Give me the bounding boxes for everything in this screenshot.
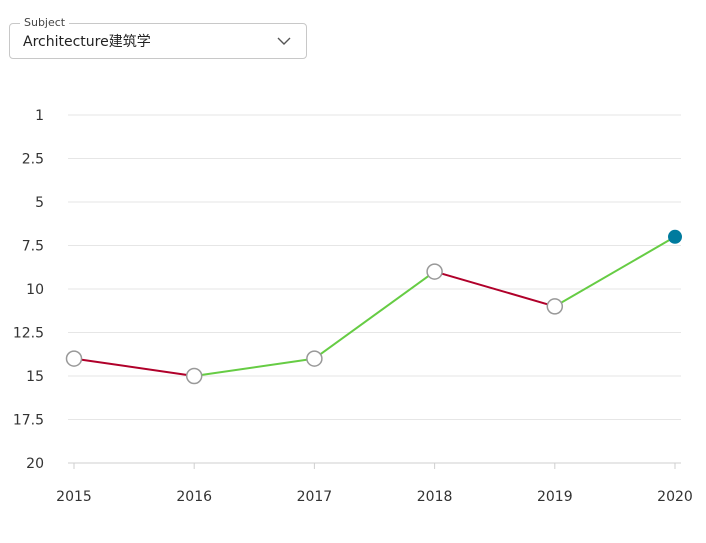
data-point [306,350,323,367]
chevron-down-icon [277,37,291,45]
y-tick-label: 2.5 [22,152,44,168]
data-point [65,350,83,367]
x-tick-label: 2020 [657,489,693,505]
series-line-segment [313,270,436,360]
y-tick-label: 17.5 [13,413,44,429]
x-tick-label: 2015 [56,489,92,505]
y-tick-label: 7.5 [22,239,44,255]
y-tick-label: 15 [26,369,44,385]
series-line-segment [194,357,315,377]
y-tick-label: 10 [26,282,44,298]
data-point [546,298,564,315]
subject-value: Architecture建筑学 [23,34,151,50]
y-tick-label: 5 [35,195,44,211]
x-tick-label: 2018 [417,489,453,505]
data-point-current [668,229,682,244]
x-tick-label: 2016 [176,489,212,505]
data-point [185,367,203,385]
y-tick-label: 12.5 [13,326,44,342]
subject-dropdown[interactable]: Subject Architecture建筑学 [9,16,307,59]
series-line-segment [73,357,195,377]
y-tick-label: 1 [35,108,44,124]
subject-label: Subject [20,16,70,30]
y-tick-label: 20 [26,456,44,472]
x-tick-label: 2019 [537,489,573,505]
series-line-segment [434,270,556,308]
x-tick-label: 2017 [297,489,333,505]
series-line-segment [554,235,676,308]
data-point [426,263,443,280]
